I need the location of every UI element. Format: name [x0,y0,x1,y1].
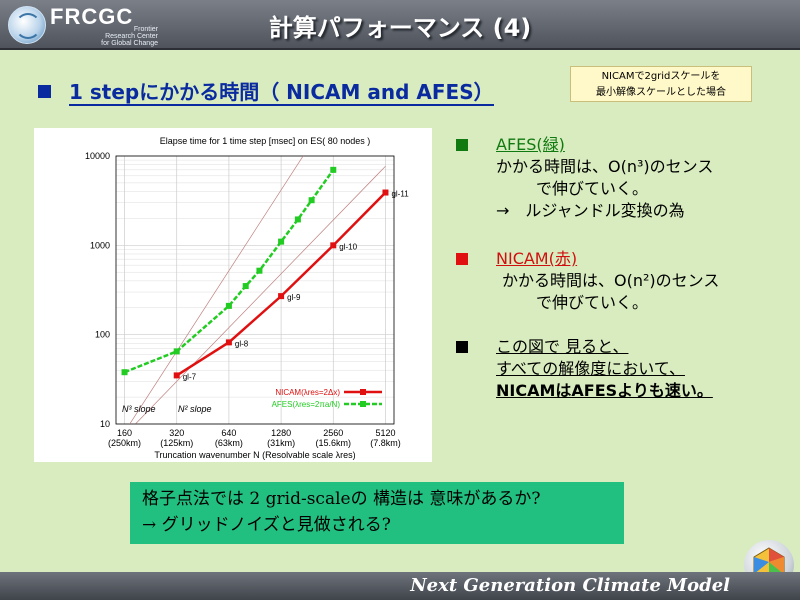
data-point [294,216,301,223]
afes-label: AFES(緑) [496,135,565,154]
data-point [330,242,337,249]
x-tick-label: 1280 [271,428,291,438]
x-tick-label: 320 [169,428,184,438]
black-square-icon [456,341,468,353]
timing-chart: Elapse time for 1 time step [msec] on ES… [34,128,432,462]
legend-marker [360,401,366,407]
data-point [173,372,180,379]
point-label: gl-8 [235,339,249,348]
afes-line-3: → ルジャンドル変換の為 [496,201,685,220]
obs-line-1: この図で 見ると、 [496,337,629,356]
y-tick-label: 1000 [90,240,110,250]
x-axis-label: Truncation wavenumber N (Resolvable scal… [154,450,355,460]
x-tick-label: 2560 [323,428,343,438]
slope-label-n2: N² slope [178,404,212,414]
data-point [278,238,285,245]
afes-line-1: かかる時間は、O(n³)のセンス [496,157,714,176]
x-tick-label: 640 [221,428,236,438]
data-point [225,302,232,309]
data-point [242,283,249,290]
data-point [225,339,232,346]
condition-note: NICAMで2gridスケールを 最小解像スケールとした場合 [570,66,752,102]
point-label: gl-11 [391,190,409,199]
question-line-1: 格子点法では 2 grid-scaleの 構造は 意味があるか? [142,489,541,509]
question-box: 格子点法では 2 grid-scaleの 構造は 意味があるか? → グリッドノ… [130,482,624,544]
green-square-icon [456,139,468,151]
nicam-label: NICAM(赤) [496,249,578,268]
data-point [278,293,285,300]
obs-line-2: すべての解像度において、 [496,359,685,378]
legend-label: AFES(λres=2πa/N) [272,400,341,409]
x-tick-label: 160 [117,428,132,438]
data-point [173,348,180,355]
bullet-square-icon [38,85,51,98]
frcgc-logo: FRCGC Frontier Research Center for Globa… [8,4,158,47]
y-tick-label: 100 [95,330,110,340]
x-tick-sublabel: (63km) [215,438,243,448]
chart-title: Elapse time for 1 time step [msec] on ES… [160,136,371,146]
x-tick-sublabel: (31km) [267,438,295,448]
header-bar: FRCGC Frontier Research Center for Globa… [0,0,800,50]
plot-frame [115,155,395,425]
x-tick-sublabel: (125km) [160,438,193,448]
n3-slope-line [129,155,304,425]
n2-slope-line [135,165,386,424]
question-line-2: → グリッドノイズと見做される? [142,515,391,535]
data-point [330,166,337,173]
footer-bar: Next Generation Climate Model [0,572,800,600]
data-point [121,369,128,376]
x-tick-sublabel: (7.8km) [370,438,401,448]
data-point [256,267,263,274]
y-tick-label: 10 [100,419,110,429]
point-label: gl-10 [339,242,357,251]
obs-line-3: NICAMはAFESよりも速い。 [496,381,713,400]
nicam-line-2: で伸びていく。 [536,293,649,312]
slope-label-n3: N³ slope [122,404,156,414]
logo-name: FRCGC [50,4,134,29]
point-label: gl-7 [183,372,197,381]
x-tick-label: 5120 [375,428,395,438]
legend-label: NICAM(λres=2Δx) [275,388,340,397]
x-tick-sublabel: (15.6km) [316,438,352,448]
logo-subtitle: Frontier Research Center for Global Chan… [101,26,158,47]
footer-title: Next Generation Climate Model [410,575,730,596]
data-point [308,197,315,204]
x-tick-sublabel: (250km) [108,438,141,448]
slide-title: 計算パフォーマンス (4) [268,14,532,42]
red-square-icon [456,253,468,265]
nicam-line-1: かかる時間は、O(n²)のセンス [502,271,720,290]
section-heading: 1 stepにかかる時間（ NICAM and AFES） [38,76,494,106]
legend-marker [360,389,366,395]
data-point [382,189,389,196]
point-label: gl-9 [287,293,301,302]
globe-icon [8,6,46,44]
afes-line-2: で伸びていく。 [536,179,649,198]
y-tick-label: 10000 [85,151,110,161]
chart-svg: Elapse time for 1 time step [msec] on ES… [85,136,409,460]
